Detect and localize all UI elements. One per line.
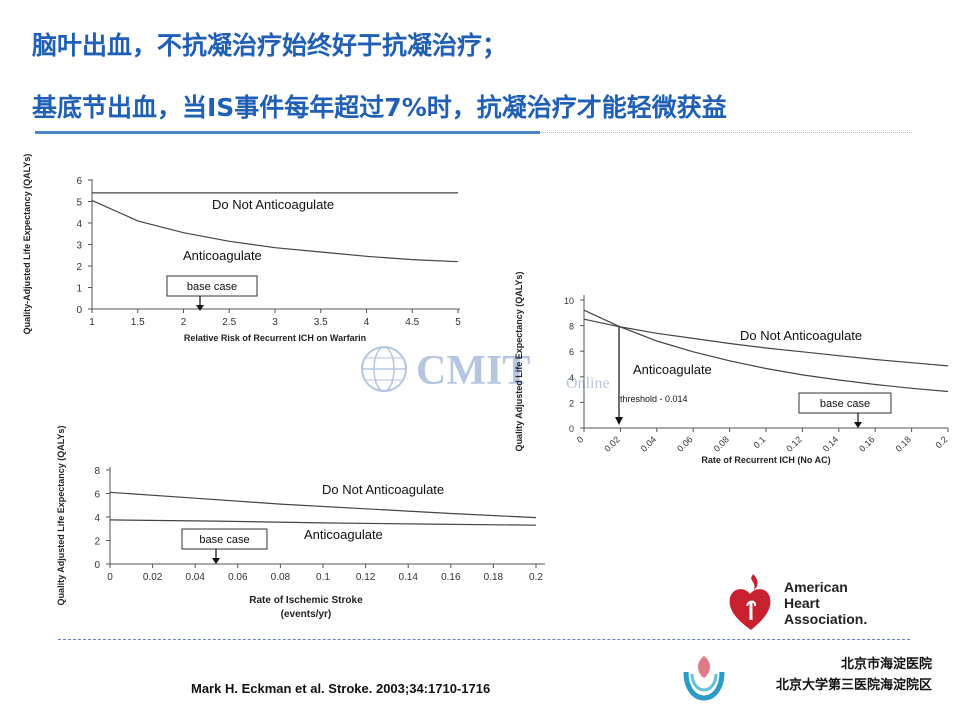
series-line-anticoagulate: [91, 199, 459, 263]
x-tick-label: 0: [575, 434, 586, 445]
x-tick-label: 0.06: [675, 434, 694, 453]
hospital-name-line-1: 北京市海淀医院: [840, 657, 932, 672]
y-axis-title: Quality-Adjusted Life Expectancy (QALYs): [22, 154, 32, 335]
threshold-label: threshold - 0.014: [620, 394, 688, 404]
y-tick-label: 4: [94, 513, 100, 524]
series-label: Do Not Anticoagulate: [322, 482, 444, 497]
series-line-do-not-anticoagulate: [583, 318, 949, 367]
chart-recurrent-ich: 0 2 4 6 8 10 0 0.02 0.04 0.06 0.08 0.1 0.12 0.14 0.16 0…: [514, 272, 949, 465]
x-tick-label: 0.2: [529, 572, 543, 583]
x-tick-label: 0.1: [751, 434, 767, 450]
base-case-label: base case: [820, 398, 870, 410]
aha-text-heart: Heart: [784, 595, 820, 611]
x-tick-label: 5: [455, 317, 461, 328]
x-tick-label: 1: [89, 317, 95, 328]
y-tick-label: 6: [569, 347, 574, 357]
x-tick-label: 4: [364, 317, 370, 328]
x-tick-label: 3.5: [314, 317, 328, 328]
y-tick-label: 1: [76, 284, 82, 295]
y-tick-label: 0: [569, 424, 574, 434]
x-tick-label: 0.08: [712, 434, 731, 453]
y-tick-label: 4: [76, 219, 82, 230]
base-case-arrowhead: [196, 305, 204, 311]
x-tick-label: 0.18: [894, 434, 913, 453]
x-tick-label: 0: [107, 572, 113, 583]
x-axis-title: Relative Risk of Recurrent ICH on Warfar…: [184, 333, 366, 343]
x-tick-label: 0.12: [784, 434, 803, 453]
chart-ischemic-stroke: 0 2 4 6 8 0 0.02 0.04 0.06 0.08 0.1 0.12 0.14 0.16 0.1…: [56, 426, 545, 620]
threshold-arrowhead: [615, 417, 623, 425]
x-tick-label: 0.04: [639, 434, 658, 453]
series-label: Anticoagulate: [304, 527, 383, 542]
x-tick-label: 2.5: [222, 317, 236, 328]
aha-text-association: Association.: [784, 611, 867, 627]
y-axis-title: Quality Adjusted Life Expectancy (QALYs): [514, 272, 524, 452]
y-tick-label: 10: [564, 296, 574, 306]
x-tick-label: 0.18: [484, 572, 504, 583]
x-axis-title-units: (events/yr): [281, 609, 332, 620]
title-divider: [35, 131, 540, 134]
base-case-arrowhead: [212, 558, 220, 564]
y-tick-label: 6: [76, 176, 82, 187]
cmit-watermark: CMIT Online: [361, 346, 610, 394]
series-line-anticoagulate: [583, 309, 949, 393]
x-tick-label: 0.14: [398, 572, 418, 583]
y-tick-label: 2: [94, 537, 100, 548]
footer-divider: [58, 639, 910, 640]
watermark-text: CMIT: [416, 348, 530, 394]
base-case-box: [798, 392, 892, 414]
aha-heart-torch-icon: [729, 574, 771, 630]
series-label: Do Not Anticoagulate: [740, 328, 862, 343]
title-line-2: 基底节出血，当IS事件每年超过7%时，抗凝治疗才能轻微获益: [32, 93, 727, 122]
y-tick-label: 3: [76, 241, 82, 252]
y-tick-label: 8: [94, 466, 100, 477]
y-tick-label: 6: [94, 490, 100, 501]
series-label: Anticoagulate: [633, 362, 712, 377]
x-tick-label: 0.02: [602, 434, 621, 453]
y-tick-label: 5: [76, 198, 82, 209]
aha-text-american: American: [784, 579, 848, 595]
y-tick-label: 2: [76, 262, 82, 273]
x-tick-label: 0.06: [228, 572, 248, 583]
y-tick-label: 0: [94, 560, 100, 571]
x-tick-label: 0.2: [933, 434, 949, 450]
x-tick-label: 2: [181, 317, 187, 328]
y-tick-label: 8: [569, 322, 574, 332]
y-tick-label: 4: [569, 373, 574, 383]
x-tick-label: 0.02: [143, 572, 163, 583]
base-case-label: base case: [187, 281, 237, 293]
series-label: Anticoagulate: [183, 248, 262, 263]
x-tick-label: 0.04: [185, 572, 205, 583]
x-tick-label: 0.14: [821, 434, 840, 453]
x-axis-title: Rate of Ischemic Stroke: [249, 595, 363, 606]
base-case-box: [181, 528, 268, 550]
x-tick-label: 0.08: [271, 572, 291, 583]
watermark-subtext: Online: [566, 375, 610, 392]
base-case-box: [166, 275, 258, 297]
x-tick-label: 0.16: [857, 434, 876, 453]
series-label: Do Not Anticoagulate: [212, 197, 334, 212]
x-tick-label: 0.12: [356, 572, 376, 583]
x-tick-label: 3: [272, 317, 278, 328]
x-tick-label: 0.1: [316, 572, 330, 583]
x-tick-label: 1.5: [131, 317, 145, 328]
base-case-label: base case: [199, 534, 249, 546]
series-line-do-not-anticoagulate: [109, 491, 537, 519]
series-line-anticoagulate: [109, 519, 537, 526]
x-tick-label: 0.16: [441, 572, 461, 583]
title-line-1: 脑叶出血，不抗凝治疗始终好于抗凝治疗；: [32, 31, 508, 60]
hospital-name-line-2: 北京大学第三医院海淀院区: [775, 678, 932, 693]
y-axis-title: Quality Adjusted Life Expectancy (QALYs): [56, 426, 66, 606]
y-tick-label: 2: [569, 398, 574, 408]
title-divider-dotted: [540, 132, 912, 133]
x-axis-title: Rate of Recurrent ICH (No AC): [701, 455, 830, 465]
aha-logo: American Heart Association.: [729, 574, 867, 630]
y-tick-label: 0: [76, 305, 82, 316]
x-tick-label: 4.5: [405, 317, 419, 328]
hospital-logo-icon: [683, 656, 725, 701]
citation: Mark H. Eckman et al. Stroke. 2003;34:17…: [191, 681, 491, 696]
base-case-arrowhead: [854, 422, 862, 428]
